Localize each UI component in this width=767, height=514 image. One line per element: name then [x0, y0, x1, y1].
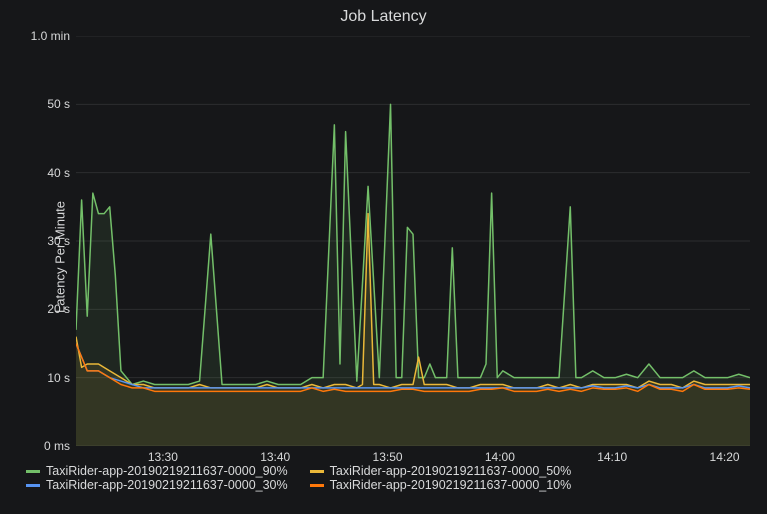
legend-label: TaxiRider-app-20190219211637-0000_90% — [46, 464, 288, 478]
legend-swatch — [310, 484, 324, 487]
legend-item[interactable]: TaxiRider-app-20190219211637-0000_50% — [310, 464, 572, 478]
y-tick-label: 50 s — [47, 97, 70, 111]
legend-label: TaxiRider-app-20190219211637-0000_10% — [330, 478, 572, 492]
legend-item[interactable]: TaxiRider-app-20190219211637-0000_30% — [26, 478, 288, 492]
legend-item[interactable]: TaxiRider-app-20190219211637-0000_90% — [26, 464, 288, 478]
chart-panel: Job Latency Latency Per Minute TaxiRider… — [0, 0, 767, 514]
x-tick-label: 13:30 — [148, 450, 178, 464]
legend-label: TaxiRider-app-20190219211637-0000_30% — [46, 478, 288, 492]
legend-swatch — [310, 470, 324, 473]
legend-item[interactable]: TaxiRider-app-20190219211637-0000_10% — [310, 478, 572, 492]
x-tick-label: 14:10 — [597, 450, 627, 464]
x-tick-label: 14:20 — [710, 450, 740, 464]
legend-swatch — [26, 484, 40, 487]
y-tick-label: 30 s — [47, 234, 70, 248]
y-tick-label: 20 s — [47, 302, 70, 316]
y-tick-label: 40 s — [47, 166, 70, 180]
legend-swatch — [26, 470, 40, 473]
x-tick-label: 13:50 — [373, 450, 403, 464]
x-tick-label: 14:00 — [485, 450, 515, 464]
chart-legend: TaxiRider-app-20190219211637-0000_90%Tax… — [26, 464, 757, 492]
x-tick-label: 13:40 — [260, 450, 290, 464]
y-tick-label: 10 s — [47, 371, 70, 385]
y-tick-label: 0 ms — [44, 439, 70, 453]
legend-label: TaxiRider-app-20190219211637-0000_50% — [330, 464, 572, 478]
chart-title: Job Latency — [0, 8, 767, 26]
chart-plot — [76, 36, 750, 446]
y-axis-label: Latency Per Minute — [53, 201, 68, 313]
y-tick-label: 1.0 min — [31, 29, 70, 43]
